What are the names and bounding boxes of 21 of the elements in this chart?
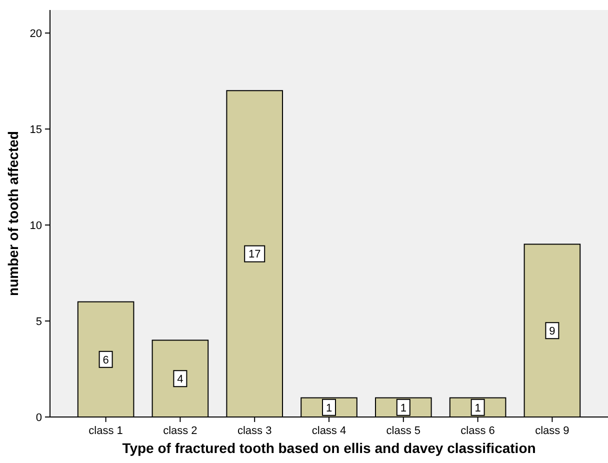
x-tick-label: class 5 xyxy=(386,425,421,437)
y-tick-label: 5 xyxy=(36,316,42,328)
data-label: 6 xyxy=(102,354,109,366)
y-tick-label: 15 xyxy=(30,124,42,136)
x-tick-label: class 2 xyxy=(163,425,198,437)
x-axis-title: Type of fractured tooth based on ellis and davey classification xyxy=(122,440,536,456)
data-label: 17 xyxy=(248,248,261,261)
y-axis-title: number of tooth affected xyxy=(5,131,21,296)
data-label: 1 xyxy=(326,402,332,414)
x-tick-label: class 1 xyxy=(88,425,123,437)
data-label: 9 xyxy=(549,325,556,338)
x-tick-label: class 3 xyxy=(237,425,272,437)
y-tick-label: 10 xyxy=(30,220,42,232)
y-tick-label: 0 xyxy=(36,412,42,424)
data-label: 4 xyxy=(177,373,184,386)
x-tick-label: class 4 xyxy=(312,425,346,437)
x-tick-label: class 9 xyxy=(535,425,570,437)
data-label: 1 xyxy=(400,402,406,414)
x-tick-label: class 6 xyxy=(460,425,495,437)
y-tick-label: 20 xyxy=(30,28,42,40)
data-label: 1 xyxy=(474,402,481,414)
